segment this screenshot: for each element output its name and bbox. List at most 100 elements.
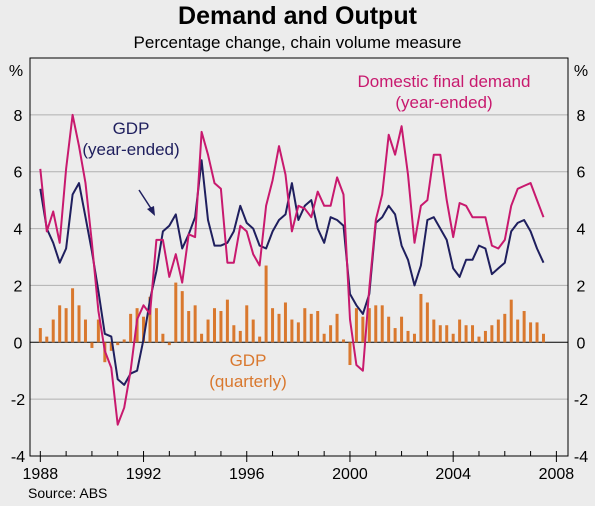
y-tick-label-right: 8 [577,108,586,125]
gdp-quarterly-bar [200,333,204,343]
series-label: (year-ended) [82,140,179,159]
domestic-demand-line [39,113,545,426]
x-tick-label: 1996 [229,466,265,483]
gdp-quarterly-bar [232,325,236,343]
gdp-quarterly-bar [522,311,526,343]
x-tick-label: 1992 [126,466,162,483]
gdp-quarterly-bar [303,308,307,343]
chart-title: Demand and Output [178,2,417,30]
gdp-quarterly-bar [109,342,113,351]
gdp-quarterly-bar [451,333,455,343]
gdp-quarterly-bar [148,296,152,343]
gdp-quarterly-bar [238,330,242,343]
gdp-quarterly-bar [496,319,500,343]
gdp-quarterly-bar [161,333,165,343]
gdp-quarterly-bar [309,313,313,343]
gdp-quarterly-bar [516,319,520,343]
gdp-quarterly-bar [374,305,378,343]
gdp-quarterly-bar [335,313,339,343]
y-tick-label-right: 4 [577,222,586,239]
series-label: Domestic final demand [358,72,531,91]
gdp-label-arrow [138,189,153,211]
gdp-quarterly-bar [458,319,462,343]
gdp-quarterly-bar [154,308,158,343]
gdp-quarterly-bar [290,319,294,343]
gdp-quarterly-bar [419,293,423,343]
arrow-head-icon [147,206,155,216]
gdp-quarterly-bar [393,328,397,343]
gdp-quarterly-bar [329,325,333,343]
gdp-quarterly-bar [225,299,229,343]
gdp-quarterly-bar [367,308,371,343]
gdp-quarterly-bar [425,302,429,343]
gdp-quarterly-bar [277,313,281,343]
gdp-quarterly-bar [283,302,287,343]
y-tick-label-left: 2 [14,278,23,295]
y-tick-label-left: 6 [14,165,23,182]
gdp-quarterly-bar [180,291,184,343]
gdp-quarterly-bar [83,319,87,343]
gdp-quarterly-bar [71,288,75,343]
gdp-quarterly-bar [296,322,300,343]
source-note: Source: ABS [28,485,108,501]
series-label: (year-ended) [395,93,492,112]
series-label: GDP [113,119,150,138]
gdp-quarterly-bar [509,299,513,343]
gdp-quarterly-bar [58,305,62,343]
series-label: (quarterly) [209,372,286,391]
gdp-quarterly-bar [503,313,507,343]
gdp-quarterly-bar [187,311,191,343]
gdp-quarterly-bar [483,330,487,343]
gdp-quarterly-bar [541,333,545,343]
y-unit-left: % [9,63,23,80]
gdp-quarterly-bar [348,342,352,366]
gdp-quarterly-bar [342,339,346,343]
y-tick-label-right: 2 [577,278,586,295]
x-tick-label: 2008 [539,466,575,483]
x-tick-label: 2004 [435,466,471,483]
y-tick-label-left: -2 [11,392,25,409]
gdp-quarterly-bar [400,316,404,343]
gdp-quarterly-bar [490,325,494,343]
y-tick-label-right: -2 [574,392,588,409]
gdp-quarterly-bar [535,322,539,343]
y-tick-label-left: 4 [14,222,23,239]
gdp-quarterly-bar [142,316,146,343]
gdp-quarterly-bar [412,333,416,343]
gdp-quarterly-bar [251,319,255,343]
y-tick-label-right: -4 [574,449,588,466]
plot-frame [29,57,569,457]
y-tick-label-right: 0 [577,335,586,352]
gdp-quarterly-bar [322,333,326,343]
gdp-quarterly-bar [258,336,262,343]
gdp-quarterly-bar [432,319,436,343]
gdp-quarterly-bar [193,305,197,343]
gdp-quarterly-bar [174,282,178,343]
y-tick-label-left: -4 [11,449,25,466]
gdp-quarterly-bar [129,313,133,343]
y-tick-label-left: 8 [14,108,23,125]
gdp-year-ended-line [39,159,545,386]
gdp-quarterly-bar [361,316,365,343]
gdp-quarterly-bar [122,339,126,343]
gdp-quarterly-bar [38,328,42,343]
gdp-quarterly-bar [245,305,249,343]
gdp-quarterly-bar [445,325,449,343]
gdp-quarterly-bar [354,308,358,343]
gdp-quarterly-bar [264,265,268,343]
gdp-quarterly-bar [212,308,216,343]
gdp-quarterly-bar [380,305,384,343]
gdp-quarterly-bar [438,325,442,343]
gdp-quarterly-bar [51,319,55,343]
y-tick-label-left: 0 [14,335,23,352]
gdp-quarterly-bar [529,322,533,343]
x-tick-label: 1988 [23,466,59,483]
gdp-quarterly-bar [477,336,481,343]
gdp-quarterly-bar [406,330,410,343]
gdp-quarterly-bar [90,342,94,348]
gdp-quarterly-bar [387,316,391,343]
gdp-quarterly-bar [219,311,223,343]
x-tick-label: 2000 [332,466,368,483]
gdp-quarterly-bar [167,342,171,346]
